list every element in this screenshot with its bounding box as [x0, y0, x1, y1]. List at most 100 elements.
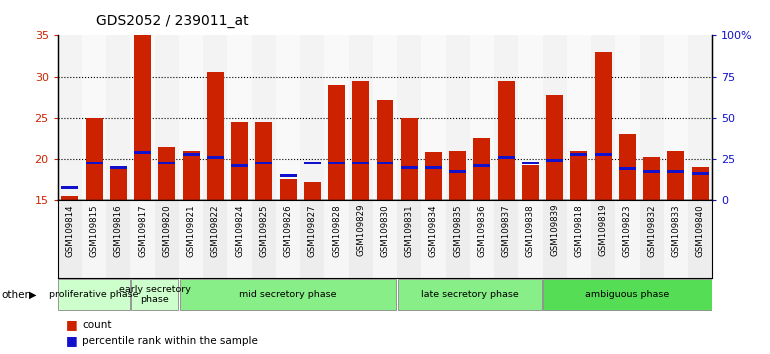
Bar	[182, 151, 199, 200]
Text: mid secretory phase: mid secretory phase	[239, 290, 336, 299]
Text: late secretory phase: late secretory phase	[421, 290, 519, 299]
Bar	[494, 35, 518, 200]
Bar	[400, 118, 417, 200]
Text: ▶: ▶	[29, 290, 37, 300]
Bar	[134, 35, 151, 200]
Text: GSM109817: GSM109817	[138, 204, 147, 257]
Text: GSM109832: GSM109832	[647, 204, 656, 257]
Bar	[85, 118, 102, 200]
Bar	[276, 35, 300, 200]
Text: GSM109840: GSM109840	[695, 204, 705, 257]
Bar	[349, 200, 373, 278]
Text: other: other	[2, 290, 29, 300]
Bar	[397, 35, 421, 200]
Bar	[640, 35, 664, 200]
Bar	[353, 81, 370, 200]
Bar	[425, 152, 442, 200]
Bar	[328, 161, 345, 164]
Text: GSM109828: GSM109828	[332, 204, 341, 257]
Text: ambiguous phase: ambiguous phase	[585, 290, 670, 299]
Bar	[256, 161, 273, 164]
Bar	[155, 200, 179, 278]
Bar	[688, 200, 712, 278]
Bar	[643, 170, 660, 173]
FancyBboxPatch shape	[398, 279, 542, 310]
Bar	[494, 200, 518, 278]
Text: GDS2052 / 239011_at: GDS2052 / 239011_at	[96, 14, 249, 28]
Bar	[106, 35, 130, 200]
Bar	[664, 200, 688, 278]
Text: count: count	[82, 320, 112, 330]
Text: GSM109835: GSM109835	[454, 204, 462, 257]
Bar	[182, 153, 199, 156]
Text: GSM109834: GSM109834	[429, 204, 438, 257]
FancyBboxPatch shape	[544, 279, 711, 310]
Bar	[62, 196, 79, 200]
Text: GSM109831: GSM109831	[405, 204, 413, 257]
Bar	[159, 161, 176, 164]
Bar	[522, 161, 539, 164]
Bar	[130, 200, 155, 278]
Bar	[58, 200, 82, 278]
Bar	[571, 153, 588, 156]
Text: GSM109833: GSM109833	[671, 204, 681, 257]
Bar	[543, 200, 567, 278]
Bar	[497, 156, 514, 159]
Bar	[231, 122, 248, 200]
Bar	[474, 164, 490, 167]
Bar	[594, 153, 611, 156]
Bar	[518, 200, 543, 278]
Text: GSM109818: GSM109818	[574, 204, 584, 257]
Bar	[640, 200, 664, 278]
Bar	[207, 73, 224, 200]
Bar	[497, 81, 514, 200]
Text: proliferative phase: proliferative phase	[49, 290, 139, 299]
Bar	[256, 122, 273, 200]
Bar	[82, 35, 106, 200]
Bar	[543, 35, 567, 200]
Bar	[159, 147, 176, 200]
Bar	[280, 179, 296, 200]
Bar	[449, 151, 466, 200]
Text: GSM109825: GSM109825	[259, 204, 268, 257]
Bar	[449, 170, 466, 173]
Bar	[349, 35, 373, 200]
Bar	[567, 200, 591, 278]
Bar	[591, 35, 615, 200]
Bar	[300, 35, 324, 200]
Bar	[546, 159, 563, 162]
Text: GSM109823: GSM109823	[623, 204, 632, 257]
Bar	[691, 167, 708, 200]
Bar	[110, 167, 127, 200]
Bar	[373, 35, 397, 200]
Bar	[203, 200, 227, 278]
Bar	[664, 35, 688, 200]
Bar	[571, 151, 588, 200]
Bar	[231, 164, 248, 167]
Bar	[446, 35, 470, 200]
Text: GSM109836: GSM109836	[477, 204, 487, 257]
Bar	[324, 35, 349, 200]
Bar	[643, 157, 660, 200]
Bar	[615, 35, 640, 200]
Bar	[373, 200, 397, 278]
Bar	[470, 200, 494, 278]
Bar	[252, 35, 276, 200]
Bar	[594, 52, 611, 200]
Bar	[421, 200, 446, 278]
Bar	[377, 161, 393, 164]
Bar	[179, 35, 203, 200]
Bar	[227, 35, 252, 200]
Bar	[421, 35, 446, 200]
Bar	[300, 200, 324, 278]
Text: GSM109824: GSM109824	[235, 204, 244, 257]
Bar	[691, 172, 708, 175]
Bar	[567, 35, 591, 200]
Bar	[619, 134, 636, 200]
Bar	[304, 182, 321, 200]
Text: GSM109814: GSM109814	[65, 204, 75, 257]
Text: early secretory
phase: early secretory phase	[119, 285, 191, 304]
Bar	[179, 200, 203, 278]
FancyBboxPatch shape	[179, 279, 397, 310]
Bar	[522, 165, 539, 200]
